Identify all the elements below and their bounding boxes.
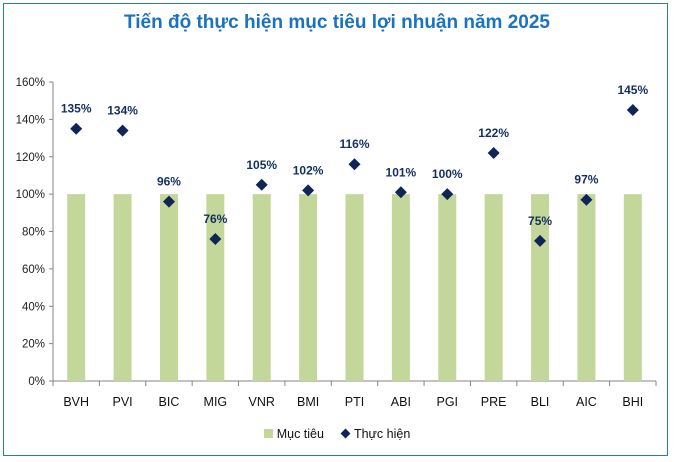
x-category-label: VNR xyxy=(249,395,275,409)
bar-muc-tieu-bvh xyxy=(67,194,86,381)
x-category-label: BHI xyxy=(622,395,643,409)
x-category-label: PTI xyxy=(345,395,364,409)
x-category-label: AIC xyxy=(576,395,597,409)
y-tick-label: 100% xyxy=(16,189,45,201)
legend-diamond-icon xyxy=(340,428,351,439)
data-label-pgi: 100% xyxy=(432,167,463,181)
y-tick-label: 20% xyxy=(22,339,45,351)
x-category-label: ABI xyxy=(391,395,411,409)
marker-thuc-hien-pre xyxy=(487,147,500,160)
data-label-aic: 97% xyxy=(574,173,598,187)
data-label-bvh: 135% xyxy=(61,102,92,116)
bar-muc-tieu-pre xyxy=(484,194,503,381)
legend-swatch-muc-tieu xyxy=(263,429,273,439)
x-category-label: PGI xyxy=(436,395,458,409)
data-label-bhi: 145% xyxy=(617,83,648,97)
marker-thuc-hien-aic xyxy=(580,193,593,206)
data-label-bic: 96% xyxy=(157,175,181,189)
data-label-vnr: 105% xyxy=(246,158,277,172)
x-category-label: PRE xyxy=(481,395,507,409)
chart-title: Tiến độ thực hiện mục tiêu lợi nhuận năm… xyxy=(124,12,550,33)
x-category-label: BVH xyxy=(63,395,89,409)
data-label-pti: 116% xyxy=(339,137,369,151)
bar-muc-tieu-aic xyxy=(577,194,596,381)
y-tick-label: 120% xyxy=(16,152,45,164)
marker-thuc-hien-bhi xyxy=(626,104,639,117)
bar-muc-tieu-pti xyxy=(345,194,364,381)
data-label-pre: 122% xyxy=(478,126,509,140)
legend-label-muc-tieu: Mục tiêu xyxy=(276,426,324,441)
marker-thuc-hien-pgi xyxy=(441,188,454,201)
x-category-label: PVI xyxy=(112,395,132,409)
y-tick-label: 140% xyxy=(16,114,45,126)
data-label-mig: 76% xyxy=(203,212,227,226)
data-label-bmi: 102% xyxy=(293,163,324,177)
y-tick-label: 0% xyxy=(28,376,45,388)
legend: Mục tiêu Thực hiện xyxy=(0,426,674,441)
bar-muc-tieu-mig xyxy=(206,194,225,381)
marker-thuc-hien-vnr xyxy=(255,178,268,191)
bar-muc-tieu-pvi xyxy=(113,194,132,381)
x-category-label: BLI xyxy=(531,395,550,409)
bar-muc-tieu-bhi xyxy=(623,194,642,381)
y-tick-label: 40% xyxy=(22,301,45,313)
y-tick-label: 80% xyxy=(22,227,45,239)
marker-thuc-hien-bmi xyxy=(302,184,315,197)
marker-thuc-hien-bic xyxy=(162,195,175,208)
y-tick-label: 60% xyxy=(22,264,45,276)
marker-thuc-hien-abi xyxy=(394,186,407,199)
marker-thuc-hien-bli xyxy=(534,234,547,247)
y-tick-label: 160% xyxy=(16,77,45,89)
marker-thuc-hien-mig xyxy=(209,232,222,245)
data-label-abi: 101% xyxy=(386,165,417,179)
bar-muc-tieu-bmi xyxy=(299,194,318,381)
data-label-pvi: 134% xyxy=(107,104,138,118)
x-category-label: BIC xyxy=(159,395,180,409)
marker-thuc-hien-pti xyxy=(348,158,361,171)
marker-thuc-hien-pvi xyxy=(116,124,129,137)
x-category-label: BMI xyxy=(297,395,319,409)
bar-muc-tieu-vnr xyxy=(252,194,271,381)
x-category-label: MIG xyxy=(204,395,228,409)
bar-muc-tieu-pgi xyxy=(438,194,457,381)
chart-frame xyxy=(3,3,668,456)
bar-muc-tieu-abi xyxy=(391,194,410,381)
data-label-bli: 75% xyxy=(528,214,552,228)
legend-label-thuc-hien: Thực hiện xyxy=(353,426,411,441)
marker-thuc-hien-bvh xyxy=(70,122,83,135)
bar-muc-tieu-bic xyxy=(159,194,178,381)
